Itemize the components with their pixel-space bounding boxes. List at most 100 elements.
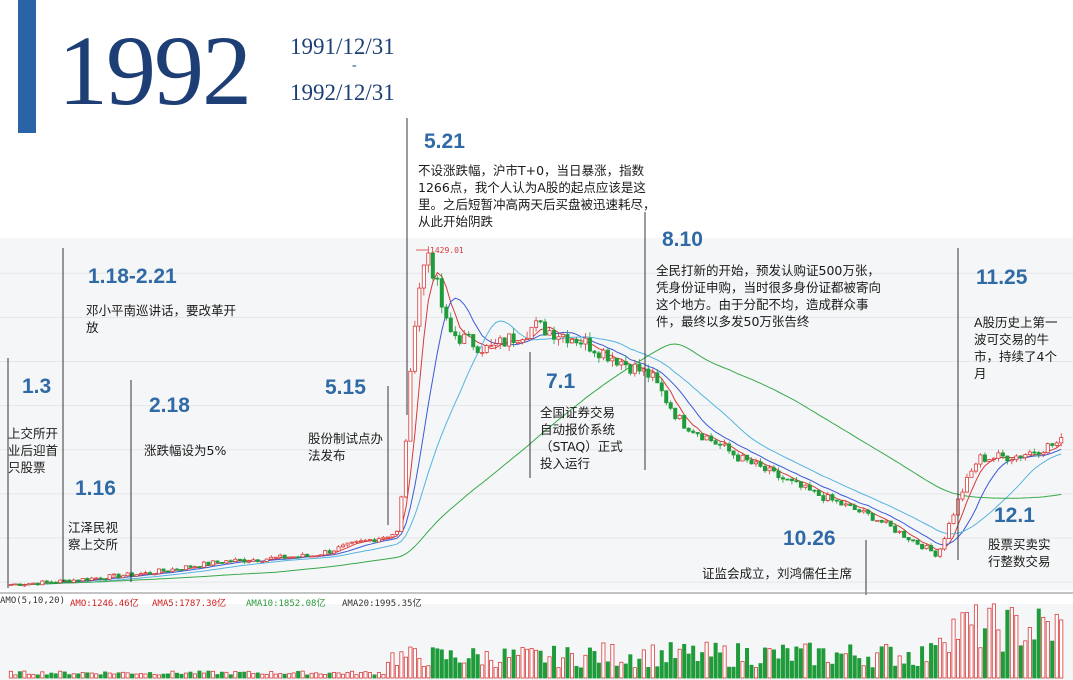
volume-bar [363, 671, 368, 679]
volume-bar [1041, 616, 1046, 679]
candle-body [282, 554, 287, 559]
event-marker-lines [7, 118, 959, 595]
candle-body [655, 372, 660, 384]
volume-bar [1027, 626, 1032, 679]
candle-body [201, 561, 206, 568]
candle-body [484, 345, 489, 353]
candle-body [628, 364, 633, 374]
volume-bar [8, 670, 13, 679]
volume-bar [112, 673, 117, 679]
candle-body [161, 568, 166, 572]
volume-bar [713, 642, 718, 679]
volume-bar [1018, 645, 1023, 679]
volume-bar [134, 673, 139, 679]
volume-bar [332, 671, 337, 679]
candle-body [1045, 443, 1050, 454]
candle-body [682, 414, 687, 429]
candle-body [439, 278, 444, 308]
candle-body [233, 558, 238, 562]
volume-bar [592, 651, 597, 679]
volume-bar [951, 618, 956, 679]
volume-bar [960, 612, 965, 679]
candle-body [139, 573, 144, 576]
candle-body [76, 579, 81, 582]
volume-bar [1059, 619, 1064, 679]
candle-body [718, 443, 723, 446]
volume-bar [246, 670, 251, 679]
volume-bar [785, 648, 790, 679]
candle-body [157, 568, 162, 575]
volume-bar [471, 648, 476, 679]
candle-body [381, 536, 386, 540]
volume-bar [444, 659, 449, 679]
ann-12-1-date: 12.1 [994, 504, 1035, 527]
volume-bar [843, 653, 848, 679]
candle-body [569, 338, 574, 344]
candle-body [471, 334, 476, 348]
candle-body [197, 566, 202, 568]
candle-body [332, 550, 337, 554]
candle-body [700, 433, 705, 441]
candle-body [489, 344, 494, 347]
volume-bar [578, 667, 583, 679]
volume-bar [534, 649, 539, 679]
candle-body [260, 561, 265, 563]
volume-bar [947, 652, 952, 679]
candle-body [592, 350, 597, 354]
candle-body [929, 545, 934, 552]
volume-bar [89, 672, 94, 679]
candle-body [668, 402, 673, 409]
volume-bar [700, 652, 705, 679]
volume-bar [731, 666, 736, 679]
volume-bar [76, 673, 81, 679]
volume-bar [704, 641, 709, 679]
volume-bar [767, 647, 772, 679]
candle-body [457, 335, 462, 344]
candle-body [776, 470, 781, 479]
candle-body [291, 556, 296, 559]
volume-bar [646, 667, 651, 679]
candle-body [767, 467, 772, 472]
candle-body [852, 505, 857, 511]
candle-body [798, 481, 803, 488]
candle-body [803, 484, 808, 488]
candle-body [71, 579, 76, 583]
volume-bar [991, 603, 996, 679]
candle-body [924, 545, 929, 550]
candle-body [435, 277, 440, 280]
candle-body [614, 357, 619, 366]
ann-8-10-date: 8.10 [662, 228, 703, 251]
candle-body [354, 540, 359, 543]
candle-body [789, 478, 794, 482]
volume-bar [740, 661, 745, 679]
candle-body [812, 489, 817, 492]
candle-body [148, 572, 153, 575]
candle-body [848, 503, 853, 506]
legend-amo-params: AMO(5,10,20) [0, 596, 66, 606]
volume-bar [969, 624, 974, 679]
volume-bar [480, 664, 485, 679]
candle-body [165, 570, 170, 573]
volume-bar [695, 661, 700, 679]
candle-body [960, 491, 965, 500]
volume-bar [493, 667, 498, 679]
candle-body [695, 432, 700, 435]
candle-body [1018, 455, 1023, 459]
candle-body [498, 337, 503, 344]
volume-bar [1009, 607, 1014, 679]
volume-bar [71, 673, 76, 679]
volume-bar [628, 654, 633, 679]
ann-10-26-date: 10.26 [783, 527, 836, 550]
candle-body [376, 538, 381, 543]
candle-body [722, 443, 727, 446]
candle-body [130, 572, 135, 577]
volume-bar [49, 672, 54, 679]
candle-body [511, 333, 516, 343]
volume-bar [857, 658, 862, 679]
volume-bar [269, 671, 274, 679]
candle-body [866, 509, 871, 514]
candle-body [125, 572, 130, 577]
candle-body [933, 550, 938, 557]
volume-bar [206, 670, 211, 679]
